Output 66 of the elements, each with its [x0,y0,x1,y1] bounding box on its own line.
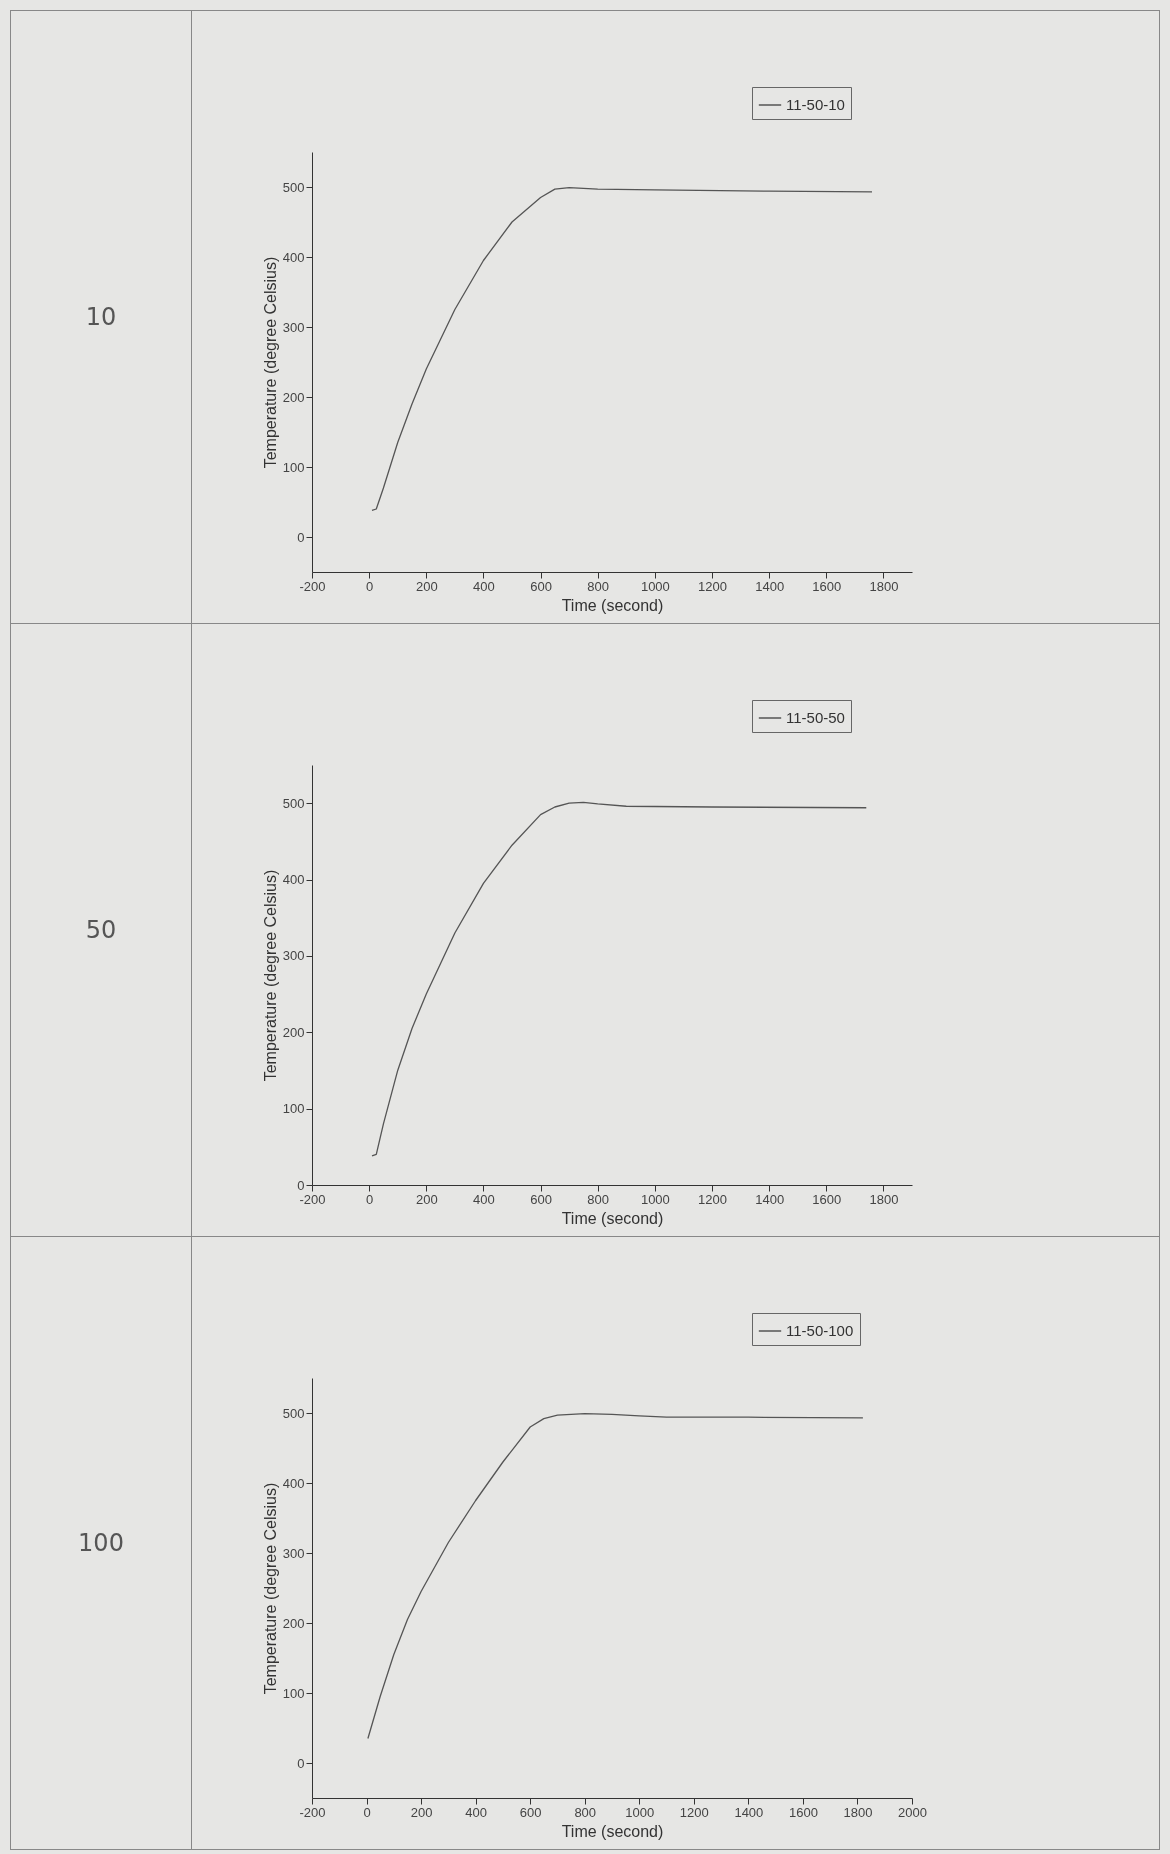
line-series [367,1413,864,1740]
x-tick-label: -200 [299,1191,326,1207]
x-tick-label: 0 [366,578,374,594]
x-axis-title: Time (second) [561,1822,664,1840]
text: 50 [10,623,192,1237]
y-tick-label: 500 [282,795,305,811]
legend-label: 11-50-10 [786,96,845,113]
x-tick-label: 0 [366,1191,374,1207]
x-tick-label: 600 [530,578,552,594]
x-tick-label: 600 [519,1804,542,1820]
y-tick-label: 400 [282,249,305,265]
x-tick-label: 400 [473,578,495,594]
y-tick-label: 200 [282,389,305,405]
y-tick-label: 200 [282,1024,305,1040]
line-series [371,801,867,1157]
x-tick-label: 600 [530,1191,552,1207]
y-axis-title: Temperature (degree Celsius) [261,869,279,1082]
x-tick-label: 1000 [640,1191,670,1207]
x-tick-label: 400 [465,1804,487,1820]
x-tick-label: 1600 [812,578,842,594]
x-tick-label: 1000 [625,1804,655,1820]
text: 10 [10,10,192,624]
legend-label: 11-50-50 [786,709,845,726]
y-tick-label: 500 [282,179,305,195]
x-tick-label: 1600 [812,1191,842,1207]
y-tick-label: 400 [282,1475,305,1491]
y-axis-title: Temperature (degree Celsius) [261,256,279,469]
y-axis-title: Temperature (degree Celsius) [261,1482,279,1695]
x-tick-label: -200 [299,1804,326,1820]
y-tick-label: 0 [297,1177,305,1193]
y-tick-label: 0 [297,529,305,545]
x-tick-label: -200 [299,578,326,594]
x-tick-label: 1400 [755,1191,785,1207]
y-tick-label: 400 [282,872,305,888]
x-tick-label: 1600 [788,1804,818,1820]
x-tick-label: 1200 [679,1804,709,1820]
x-tick-label: 2000 [898,1804,927,1820]
x-tick-label: 0 [363,1804,371,1820]
x-tick-label: 1800 [869,578,899,594]
y-tick-label: 300 [282,948,305,964]
x-tick-label: 1200 [698,578,727,594]
x-axis-title: Time (second) [561,1209,664,1227]
y-tick-label: 500 [282,1405,305,1421]
x-tick-label: 800 [587,578,610,594]
y-tick-label: 0 [297,1755,305,1771]
y-tick-label: 100 [282,459,305,475]
x-tick-label: 1800 [843,1804,873,1820]
x-tick-label: 1800 [869,1191,899,1207]
x-tick-label: 800 [587,1191,610,1207]
y-tick-label: 100 [282,1685,305,1701]
x-tick-label: 800 [574,1804,597,1820]
y-tick-label: 300 [282,319,305,335]
legend-label: 11-50-100 [786,1322,854,1339]
x-tick-label: 200 [415,578,438,594]
x-tick-label: 1400 [755,578,785,594]
x-tick-label: 200 [410,1804,433,1820]
x-tick-label: 400 [473,1191,495,1207]
y-tick-label: 100 [282,1101,305,1117]
x-tick-label: 1200 [698,1191,727,1207]
x-tick-label: 1400 [734,1804,764,1820]
x-axis-title: Time (second) [561,596,664,614]
x-tick-label: 200 [415,1191,438,1207]
x-tick-label: 1000 [640,578,670,594]
y-tick-label: 200 [282,1615,305,1631]
line-series [371,187,873,512]
y-tick-label: 300 [282,1545,305,1561]
